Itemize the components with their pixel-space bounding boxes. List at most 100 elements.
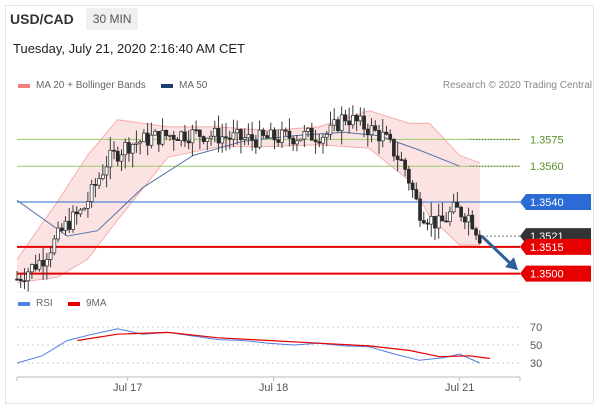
candle-up [168,135,172,137]
bollinger-swatch [18,83,30,88]
timeframe-badge[interactable]: 30 MIN [85,8,139,30]
candle-up [429,216,434,225]
candle-down [186,140,191,144]
candle-down [407,168,411,184]
ma50-swatch [161,83,173,88]
rsi-line [16,328,481,364]
candle-down [41,260,45,267]
forecast-arrow-shaft [480,234,514,267]
level-label-1.3540: 1.3540 [530,197,564,209]
candle-up [142,132,146,143]
candle-down [224,136,228,139]
candle-up [104,166,109,176]
rsi-tick-label: 30 [530,358,542,370]
candle-down [313,139,318,142]
level-tag-1.3515 [520,238,591,255]
legend-9ma-label: 9MA [86,298,107,309]
candle-down [201,136,206,142]
9ma-swatch [68,301,80,306]
candle-down [309,127,314,141]
rsi-swatch [18,301,30,306]
candle-down [93,184,98,186]
candle-down [261,129,266,136]
legend-9ma: 9MA [68,298,107,309]
candle-up [63,220,68,231]
candle-down [291,137,296,145]
candle-up [231,132,236,140]
legend-bollinger-label: MA 20 + Bollinger Bands [36,80,146,91]
level-tag-1.3500 [520,265,591,282]
candle-down [388,133,393,140]
candle-up [332,119,337,126]
level-label-1.3515: 1.3515 [530,242,564,254]
candle-up [48,252,53,260]
candle-down [175,139,180,141]
candle-down [156,131,161,145]
candle-down [470,214,475,230]
candle-down [433,216,437,229]
candle-up [26,271,31,282]
forecast-arrow-head [505,257,518,271]
candle-up [209,135,213,139]
candle-down [455,201,460,208]
timestamp: Tuesday, July 21, 2020 2:16:40 AM CET [13,41,245,56]
chart-header: USD/CAD 30 MIN [10,8,139,30]
level-label-1.3560: 1.3560 [530,161,564,173]
candle-down [253,139,258,148]
candle-down [216,128,221,144]
candle-down [425,222,430,225]
legend-ma50-label: MA 50 [179,80,208,91]
candle-up [205,137,210,142]
candle-down [112,149,116,152]
candle-down [377,129,381,142]
chart-panel [5,5,594,404]
candle-up [268,129,273,139]
candle-down [403,159,407,170]
candle-up [339,114,344,131]
candle-up [108,149,113,168]
legend-rsi: RSI [18,298,53,309]
candle-down [171,135,176,140]
candle-down [414,189,419,200]
candle-up [298,138,303,142]
candle-up [45,259,49,267]
candle-up [123,142,128,156]
candle-up [280,129,284,143]
candle-down [127,142,131,154]
candle-down [336,119,340,131]
candle-down [18,278,23,282]
candle-down [459,206,463,218]
candle-up [119,154,124,162]
symbol-title: USD/CAD [10,11,74,27]
candle-down [440,215,445,222]
candle-down [317,141,322,144]
candle-down [115,150,120,162]
candle-down [410,182,415,190]
candle-down [250,134,254,141]
candle-down [239,129,243,140]
candle-down [477,234,482,244]
candle-up [351,115,355,126]
candle-up [380,131,385,142]
candle-up [190,129,195,144]
candle-up [242,137,247,140]
candle-down [444,220,449,223]
candle-up [451,201,456,213]
candle-up [153,131,157,136]
credit-text: Research © 2020 Trading Central [442,80,592,91]
level-tag-1.3540 [520,194,591,211]
candle-up [160,129,165,145]
candle-up [37,260,42,270]
candle-up [86,201,90,209]
candle-down [276,139,281,143]
candle-up [302,131,307,140]
candle-up [100,174,105,179]
candle-down [474,228,478,236]
candle-down [33,264,38,270]
candle-down [347,120,351,126]
candle-up [212,128,217,137]
level-label-1.3500: 1.3500 [530,269,564,281]
candle-up [78,209,83,215]
candle-up [257,129,262,148]
candle-up [89,184,94,202]
